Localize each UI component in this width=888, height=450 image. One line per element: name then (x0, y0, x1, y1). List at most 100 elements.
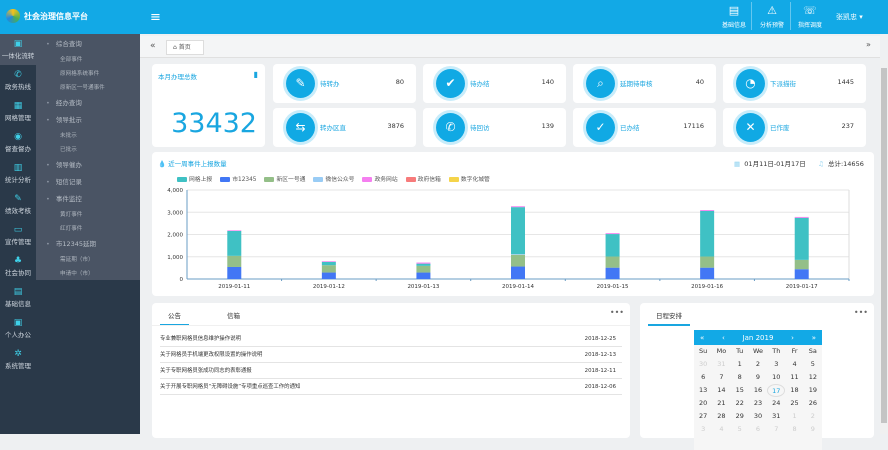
sidebar-item[interactable]: ▥ 统计分析 (0, 158, 36, 189)
sidebar-item[interactable]: ▭ 宣传管理 (0, 220, 36, 251)
calendar-day[interactable]: 11 (790, 373, 799, 381)
submenu-group[interactable]: 领导催办 (36, 157, 140, 174)
calendar-day[interactable]: 1 (792, 412, 797, 420)
scrollbar-thumb[interactable] (881, 68, 887, 423)
calendar-day[interactable]: 30 (753, 412, 763, 420)
stat-card[interactable]: ⇆ 转办区直 3876 (273, 108, 416, 147)
calendar-day[interactable]: 2 (810, 412, 815, 420)
calendar-day[interactable]: 7 (774, 425, 779, 433)
bar-segment[interactable] (700, 267, 715, 279)
bar-segment[interactable] (416, 262, 431, 264)
stat-card[interactable]: ✆ 待回访 139 (423, 108, 566, 147)
sidebar-item[interactable]: ▣ 个人办公 (0, 313, 36, 344)
more-icon[interactable]: ••• (609, 308, 624, 317)
tab-schedule[interactable]: 日程安排 (648, 310, 690, 326)
bar-segment[interactable] (416, 263, 431, 266)
bar-segment[interactable] (227, 230, 242, 256)
bar-segment[interactable] (794, 259, 809, 270)
calendar-day[interactable]: 15 (735, 386, 744, 394)
sidebar-item[interactable]: ♣ 社会协同 (0, 251, 36, 282)
submenu-item[interactable]: 原网格系统事件 (60, 71, 100, 77)
submenu-group[interactable]: 短信记录 (36, 174, 140, 191)
tab-notice[interactable]: 公告 (160, 310, 189, 326)
legend-item[interactable]: 市12345 (220, 174, 256, 183)
legend-item[interactable]: 政府信箱 (405, 174, 441, 183)
calendar-day[interactable]: 4 (719, 425, 724, 433)
calendar-day[interactable]: 10 (772, 373, 781, 381)
prev-month-icon[interactable]: ‹ (722, 333, 725, 342)
submenu-group[interactable]: 领导批示 (36, 112, 140, 129)
submenu-item[interactable]: 已批示 (60, 147, 77, 153)
calendar-day[interactable]: 16 (753, 386, 763, 394)
bar-segment[interactable] (227, 266, 242, 279)
bar-segment[interactable] (605, 256, 620, 268)
submenu-item[interactable]: 全部事件 (60, 57, 83, 63)
bar-segment[interactable] (511, 207, 525, 255)
calendar-day[interactable]: 31 (717, 360, 726, 368)
bar-segment[interactable] (605, 233, 620, 235)
bar-segment[interactable] (794, 269, 809, 279)
notice-row[interactable]: 关于专职网格员张成功同志的表彰通报 2018-12-11 (160, 363, 622, 379)
submenu-group[interactable]: 市12345延期 (36, 236, 140, 253)
notice-row[interactable]: 专业兼职网格员信息维护操作说明 2018-12-25 (160, 331, 622, 347)
stat-card[interactable]: ◔ 下派描街 1445 (723, 64, 866, 103)
next-year-icon[interactable]: » (811, 333, 816, 342)
calendar-day[interactable]: 8 (737, 373, 742, 381)
bar-segment[interactable] (794, 216, 809, 218)
notice-row[interactable]: 关于开展专职网格员“无障碍设施”专项重点巡查工作的通知 2018-12-06 (160, 379, 622, 395)
bar-segment[interactable] (794, 217, 809, 260)
bar-segment[interactable] (700, 210, 715, 257)
sidebar-item[interactable]: ✆ 政务热线 (0, 65, 36, 96)
submenu-item[interactable]: 申请中（市） (60, 271, 94, 277)
tab-home[interactable]: ⌂ 首页 (166, 40, 204, 55)
menu-toggle-icon[interactable]: ≡ (150, 10, 161, 25)
bar-segment[interactable] (511, 254, 525, 255)
bar-segment[interactable] (321, 265, 336, 273)
bar-segment[interactable] (511, 266, 525, 279)
calendar-day[interactable]: 5 (737, 425, 742, 433)
legend-item[interactable]: 数字化城管 (448, 174, 490, 183)
calendar-day[interactable]: 1 (737, 360, 742, 368)
bar-segment[interactable] (227, 230, 242, 231)
scroll-tabs-right-icon[interactable]: » (866, 40, 871, 49)
user-menu[interactable]: 张凯忠 ▾ (836, 12, 863, 22)
sidebar-item[interactable]: ▣ 一体化流转 (0, 34, 36, 65)
tab-mailbox[interactable]: 信箱 (227, 312, 240, 320)
calendar-day[interactable]: 12 (808, 373, 817, 381)
stat-card[interactable]: ✎ 待转办 80 (273, 64, 416, 103)
calendar-day[interactable]: 4 (792, 360, 797, 368)
calendar-day[interactable]: 3 (774, 360, 779, 368)
calendar-day[interactable]: 6 (755, 425, 761, 433)
calendar-day[interactable]: 22 (735, 399, 744, 407)
topbar-basic-info[interactable]: ▤ 基础信息 (712, 4, 756, 29)
bar-segment[interactable] (605, 267, 620, 279)
scroll-tabs-left-icon[interactable]: « (150, 41, 156, 51)
bar-segment[interactable] (416, 265, 431, 273)
bar-segment[interactable] (700, 256, 715, 268)
submenu-item[interactable]: 原新区一号通事件 (60, 85, 105, 91)
sidebar-item[interactable]: ✎ 绩效考核 (0, 189, 36, 220)
submenu-item[interactable]: 未批示 (60, 133, 77, 139)
legend-item[interactable]: 网格上报 (177, 174, 212, 183)
calendar-day[interactable]: 5 (810, 360, 815, 368)
submenu-item[interactable]: 黄灯事件 (60, 212, 83, 218)
bar-segment[interactable] (227, 255, 242, 267)
calendar-day[interactable]: 9 (755, 373, 761, 381)
submenu-group[interactable]: 事件监控 (36, 191, 140, 208)
calendar-day[interactable]: 8 (792, 425, 797, 433)
calendar-day[interactable]: 25 (790, 399, 799, 407)
legend-item[interactable]: 微信公众号 (313, 174, 354, 183)
bar-segment[interactable] (416, 272, 431, 279)
legend-item[interactable]: 新区一号通 (264, 174, 305, 183)
submenu-item[interactable]: 红灯事件 (60, 226, 83, 232)
bar-segment[interactable] (511, 206, 525, 208)
stat-card[interactable]: ✕ 已作废 237 (723, 108, 866, 147)
bar-segment[interactable] (321, 261, 336, 262)
stat-card[interactable]: ✓ 已办结 17116 (573, 108, 716, 147)
legend-item[interactable]: 政务网站 (362, 174, 398, 183)
stat-card[interactable]: ✔ 待办结 140 (423, 64, 566, 103)
sidebar-item[interactable]: ✲ 系统管理 (0, 344, 36, 375)
calendar-day[interactable]: 26 (808, 399, 817, 407)
bar-segment[interactable] (511, 254, 525, 267)
sidebar-item[interactable]: ◉ 督查督办 (0, 127, 36, 158)
